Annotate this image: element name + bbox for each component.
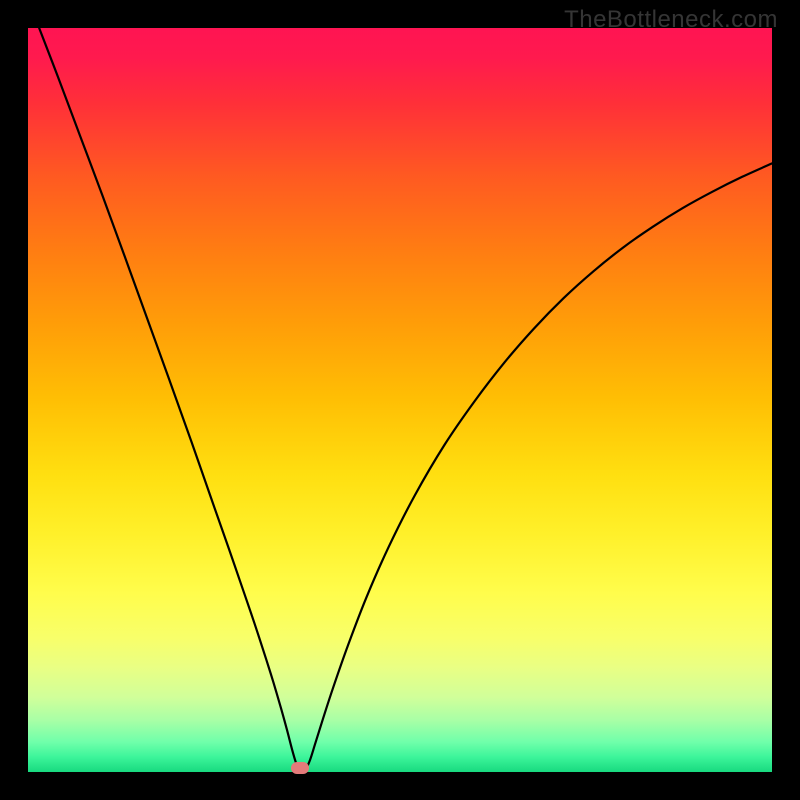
min-marker xyxy=(291,762,309,774)
plot-area xyxy=(28,28,772,772)
watermark: TheBottleneck.com xyxy=(564,6,778,34)
